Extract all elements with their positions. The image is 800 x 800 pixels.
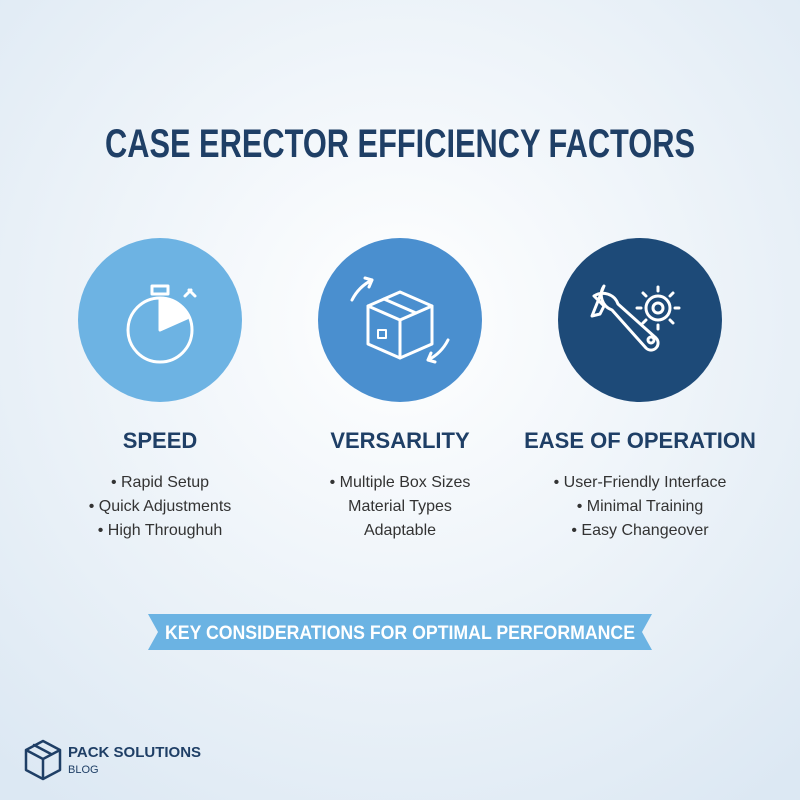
logo-icon	[24, 739, 62, 781]
column-item: • Minimal Training	[577, 498, 704, 515]
column-item: • High Throughuh	[98, 522, 223, 539]
column-item: • Multiple Box Sizes	[330, 474, 471, 491]
column-item: • User-Friendly Interface	[554, 474, 727, 491]
columns: SPEED • Rapid Setup • Quick Adjustments • H…	[89, 428, 756, 539]
banner	[148, 614, 652, 650]
logo-tagline: BLOG	[68, 764, 99, 776]
column-item: Material Types	[348, 498, 452, 515]
title: CASE ERECTOR EFFICIENCY FACTORS	[105, 122, 695, 166]
column-heading: VERSARLITY	[330, 428, 470, 453]
column-item: • Quick Adjustments	[89, 498, 232, 515]
column-heading: SPEED	[123, 428, 198, 453]
stopwatch-icon	[126, 284, 197, 364]
logo-name: PACK SOLUTIONS	[68, 744, 201, 761]
ease-circle	[558, 238, 722, 402]
column-heading: EASE OF OPERATION	[524, 428, 756, 453]
box-icon	[350, 276, 450, 364]
banner-text: KEY CONSIDERATIONS FOR OPTIMAL PERFORMAN…	[165, 623, 635, 644]
column-item: • Easy Changeover	[571, 522, 709, 539]
column-item: • Rapid Setup	[111, 474, 209, 491]
tools-icon	[590, 284, 681, 352]
column-item: Adaptable	[364, 522, 436, 539]
